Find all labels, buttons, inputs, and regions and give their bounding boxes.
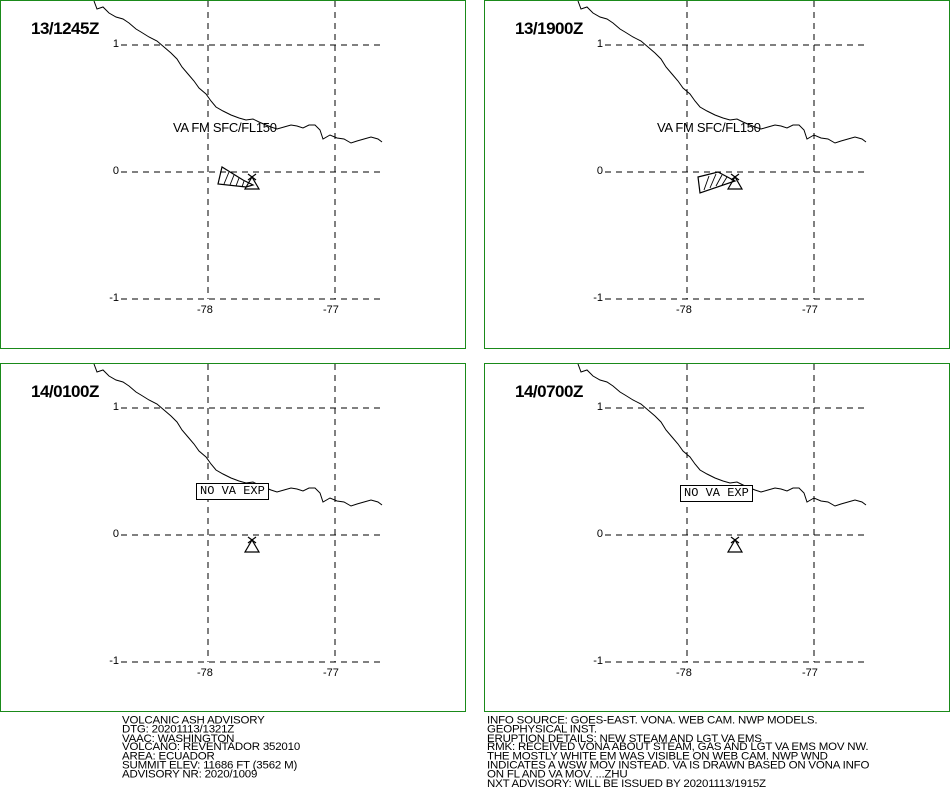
panel-time: 13/1245Z (31, 19, 99, 38)
coastline (93, 1, 383, 144)
graticule (605, 364, 865, 663)
coastline (577, 1, 867, 144)
lat-tick-0: 0 (112, 528, 119, 540)
lat-tick-1: 1 (112, 401, 119, 413)
advisory-line: INDICATES A WSW MOV INSTEAD. VA IS DRAWN… (487, 760, 870, 772)
map-panel-1: 13/1245Z 1 0 -1 -78 -77 VA FM SFC/FL150 (0, 0, 466, 349)
lon-tick-m78: -78 (676, 667, 692, 679)
panel-time: 14/0100Z (31, 382, 99, 401)
panel-time: 13/1900Z (515, 19, 583, 38)
lon-tick-m78: -78 (197, 304, 213, 316)
lon-tick-m77: -77 (323, 304, 339, 316)
advisory-line: INFO SOURCE: GOES-EAST. VONA. WEB CAM. N… (487, 715, 818, 727)
lon-tick-m77: -77 (323, 667, 339, 679)
volcano-triangle-icon (726, 173, 744, 190)
lat-tick-1: 1 (596, 401, 603, 413)
lat-tick-m1: -1 (593, 655, 603, 667)
lon-tick-m78: -78 (676, 304, 692, 316)
map-panel-4: 14/0700Z 1 0 -1 -78 -77 NO VA EXP (484, 363, 950, 712)
va-label: VA FM SFC/FL150 (657, 120, 761, 135)
map-canvas (93, 1, 383, 300)
map-canvas (577, 364, 867, 663)
advisory-line: THE MOSTLY WHITE EM WAS VISIBLE ON WEB C… (487, 751, 828, 763)
volcano-triangle-icon (726, 536, 744, 553)
ash-polygon (697, 171, 737, 194)
lat-tick-m1: -1 (593, 292, 603, 304)
advisory-line: GEOPHYSICAL INST. (487, 724, 597, 736)
ash-hatching (703, 173, 728, 191)
va-label: VA FM SFC/FL150 (173, 120, 277, 135)
lat-tick-0: 0 (112, 165, 119, 177)
graticule (121, 1, 381, 300)
lon-tick-m77: -77 (802, 667, 818, 679)
lat-tick-m1: -1 (109, 292, 119, 304)
advisory-line: ON FL AND VA MOV. ...ZHU (487, 769, 628, 781)
lat-tick-0: 0 (596, 528, 603, 540)
volcano-triangle-icon (243, 536, 261, 553)
lat-tick-1: 1 (112, 38, 119, 50)
panel-time: 14/0700Z (515, 382, 583, 401)
advisory-line: DTG: 20201113/1321Z (122, 724, 235, 736)
graticule (605, 1, 865, 300)
advisory-line: VOLCANO: REVENTADOR 352010 (122, 742, 301, 754)
advisory-line: ADVISORY NR: 2020/1009 (122, 769, 258, 781)
advisory-details: INFO SOURCE: GOES-EAST. VONA. WEB CAM. N… (487, 715, 870, 790)
no-va-exp-box: NO VA EXP (196, 483, 269, 500)
advisory-line: AREA: ECUADOR (122, 751, 215, 763)
advisory-line: NXT ADVISORY: WILL BE ISSUED BY 20201113… (487, 778, 766, 790)
graticule (121, 364, 381, 663)
volcano-triangle-icon (243, 173, 261, 190)
no-va-exp-box: NO VA EXP (680, 485, 753, 502)
map-panel-2: 13/1900Z 1 0 -1 -78 -77 VA FM SFC/FL150 (484, 0, 950, 349)
lat-tick-1: 1 (596, 38, 603, 50)
ash-polygon (217, 166, 255, 188)
advisory-line: RMK: RECEIVED VONA ABOUT STEAM, GAS AND … (487, 742, 869, 754)
coastline (577, 364, 867, 507)
advisory-line: VOLCANIC ASH ADVISORY (122, 715, 265, 727)
coastline (93, 364, 383, 507)
advisory-line: SUMMIT ELEV: 11686 FT (3562 M) (122, 760, 298, 772)
ash-hatching (223, 171, 245, 188)
advisory-line: ERUPTION DETAILS: NEW STEAM AND LGT VA E… (487, 733, 762, 745)
lat-tick-0: 0 (596, 165, 603, 177)
map-canvas (577, 1, 867, 300)
lon-tick-m77: -77 (802, 304, 818, 316)
map-canvas (93, 364, 383, 663)
advisory-line: VAAC: WASHINGTON (122, 733, 235, 745)
lon-tick-m78: -78 (197, 667, 213, 679)
advisory-header: VOLCANIC ASH ADVISORY DTG: 20201113/1321… (122, 715, 301, 781)
map-panel-3: 14/0100Z 1 0 -1 -78 -77 NO VA EXP (0, 363, 466, 712)
lat-tick-m1: -1 (109, 655, 119, 667)
